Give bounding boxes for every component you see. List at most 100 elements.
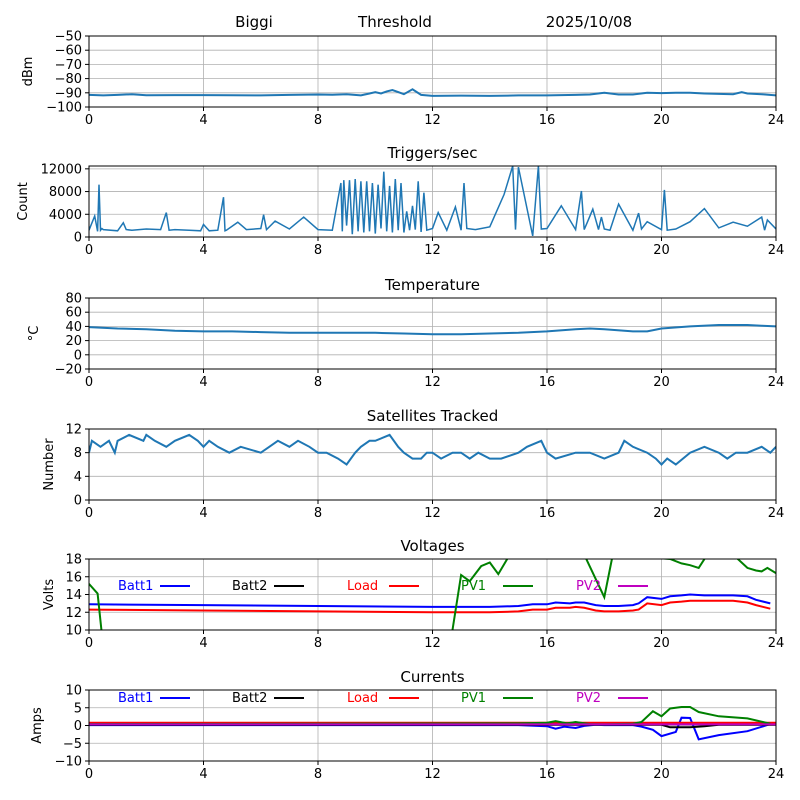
x-tick-label: 20	[653, 243, 670, 258]
x-tick-label: 4	[199, 767, 207, 782]
y-tick-label: 5	[74, 701, 82, 716]
y-tick-label: −100	[46, 101, 82, 116]
series-line-pv1	[89, 706, 771, 726]
y-tick-label: 18	[65, 553, 82, 568]
y-axis-label: °C	[27, 326, 42, 342]
y-tick-label: 10	[65, 684, 82, 699]
x-tick-label: 12	[424, 636, 441, 651]
x-tick-label: 4	[199, 375, 207, 390]
series-line	[89, 88, 776, 97]
x-tick-label: 16	[539, 113, 556, 128]
x-tick-label: 24	[768, 243, 785, 258]
x-tick-label: 8	[314, 243, 322, 258]
x-tick-label: 20	[653, 767, 670, 782]
series-line	[89, 433, 776, 466]
legend-label-load: Load	[347, 579, 378, 594]
y-axis-label: Amps	[30, 707, 45, 744]
header-station: Biggi	[235, 13, 273, 31]
y-axis-label: dBm	[21, 57, 36, 87]
x-tick-label: 8	[314, 113, 322, 128]
legend-label-pv1: PV1	[461, 691, 486, 706]
legend-label-pv2: PV2	[576, 579, 601, 594]
x-tick-label: 0	[85, 375, 93, 390]
x-tick-label: 20	[653, 636, 670, 651]
plot-frame	[88, 35, 777, 108]
y-tick-label: −10	[55, 755, 82, 770]
y-tick-label: 10	[65, 624, 82, 639]
x-tick-label: 20	[653, 375, 670, 390]
chart-title: Voltages	[400, 537, 464, 555]
x-tick-label: 4	[199, 243, 207, 258]
x-tick-label: 16	[539, 767, 556, 782]
y-tick-label: 0	[74, 231, 82, 246]
x-tick-label: 24	[768, 375, 785, 390]
x-tick-label: 8	[314, 767, 322, 782]
y-tick-label: −20	[55, 363, 82, 378]
x-tick-label: 8	[314, 506, 322, 521]
chart-title: Satellites Tracked	[367, 407, 498, 425]
series-line-batt1	[89, 593, 771, 608]
y-axis-label: Volts	[42, 579, 57, 611]
series-line-batt1	[89, 716, 771, 741]
series-line	[89, 324, 776, 336]
legend-label-batt1: Batt1	[118, 579, 153, 594]
y-tick-label: 16	[65, 570, 82, 585]
x-tick-label: 0	[85, 506, 93, 521]
x-tick-label: 12	[424, 113, 441, 128]
header-date: 2025/10/08	[546, 13, 632, 31]
series-line-load	[89, 599, 771, 614]
chart-title: Temperature	[384, 276, 480, 294]
legend-label-pv2: PV2	[576, 691, 601, 706]
x-tick-label: 4	[199, 506, 207, 521]
x-tick-label: 0	[85, 113, 93, 128]
y-tick-label: 8000	[49, 185, 82, 200]
x-tick-label: 16	[539, 636, 556, 651]
plot-frame	[88, 165, 777, 238]
x-tick-label: 8	[314, 636, 322, 651]
y-tick-label: 4000	[49, 208, 82, 223]
plot-frame	[88, 428, 777, 501]
series-line-pv1	[89, 559, 776, 630]
x-tick-label: 20	[653, 506, 670, 521]
x-tick-label: 16	[539, 506, 556, 521]
legend-label-pv1: PV1	[461, 579, 486, 594]
chart-0: 0 4 8 12 16 20 24 −50−60−70−80−90−100 dBm	[21, 30, 784, 129]
y-tick-label: 4	[74, 470, 82, 485]
y-tick-label: 20	[65, 334, 82, 349]
x-tick-label: 16	[539, 243, 556, 258]
plot-frame	[88, 689, 777, 762]
x-tick-label: 24	[768, 113, 785, 128]
legend-label-load: Load	[347, 691, 378, 706]
y-tick-label: 80	[65, 292, 82, 307]
x-tick-label: 24	[768, 636, 785, 651]
x-tick-label: 0	[85, 636, 93, 651]
chart-1: 0 4 8 12 16 20 24 0 4000 8000 12000 Triggers/sec Cou…	[16, 144, 784, 258]
x-tick-label: 12	[424, 375, 441, 390]
y-tick-label: −90	[55, 86, 82, 101]
x-tick-label: 12	[424, 243, 441, 258]
x-tick-label: 4	[199, 636, 207, 651]
y-tick-label: −60	[55, 44, 82, 59]
plot-frame	[88, 297, 777, 370]
plot-frame	[88, 558, 777, 631]
y-tick-label: 0	[74, 719, 82, 734]
y-tick-label: 0	[74, 494, 82, 509]
x-tick-label: 0	[85, 243, 93, 258]
y-tick-label: 8	[74, 446, 82, 461]
legend-label-batt1: Batt1	[118, 691, 153, 706]
y-tick-label: 12	[65, 423, 82, 438]
y-axis-label: Count	[16, 182, 31, 221]
x-tick-label: 24	[768, 767, 785, 782]
legend-label-batt2: Batt2	[232, 579, 267, 594]
y-tick-label: −70	[55, 58, 82, 73]
x-tick-label: 8	[314, 375, 322, 390]
chart-title: Triggers/sec	[387, 144, 478, 162]
legend-label-batt2: Batt2	[232, 691, 267, 706]
x-tick-label: 0	[85, 767, 93, 782]
chart-4: 0 4 8 12 16 20 24 10 12 14 16 18 Batt1 Batt2 Load PV1 PV…	[42, 537, 784, 651]
x-tick-label: 20	[653, 113, 670, 128]
y-tick-label: −5	[63, 737, 82, 752]
